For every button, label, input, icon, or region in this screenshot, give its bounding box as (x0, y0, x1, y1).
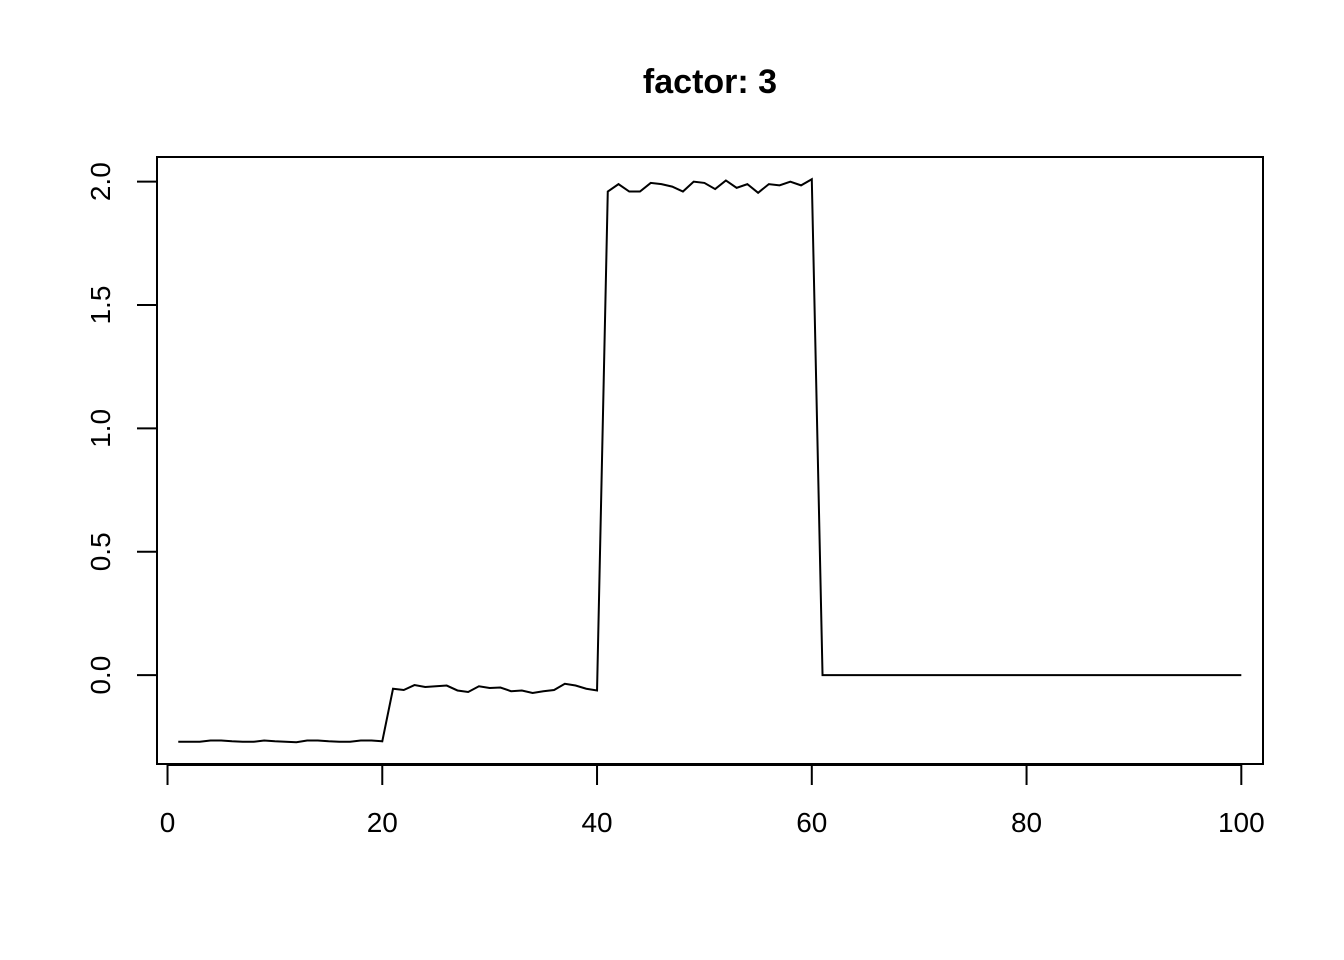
y-tick-label: 2.0 (85, 162, 116, 201)
x-axis: 0 20 40 60 80 100 (160, 764, 1265, 838)
chart-title: factor: 3 (643, 63, 777, 101)
y-tick-label: 1.0 (85, 409, 116, 448)
x-tick-label: 0 (160, 807, 176, 838)
y-tick-label: 0.5 (85, 532, 116, 571)
x-tick-label: 40 (581, 807, 612, 838)
x-tick-label: 60 (796, 807, 827, 838)
y-axis: 0.0 0.5 1.0 1.5 2.0 (85, 162, 158, 695)
series-line (178, 177, 1242, 744)
x-tick-label: 80 (1011, 807, 1042, 838)
x-tick-label: 20 (367, 807, 398, 838)
plot-frame (156, 156, 1264, 765)
y-tick-label: 0.0 (85, 656, 116, 695)
x-tick-label: 100 (1218, 807, 1265, 838)
y-tick-label: 1.5 (85, 286, 116, 325)
